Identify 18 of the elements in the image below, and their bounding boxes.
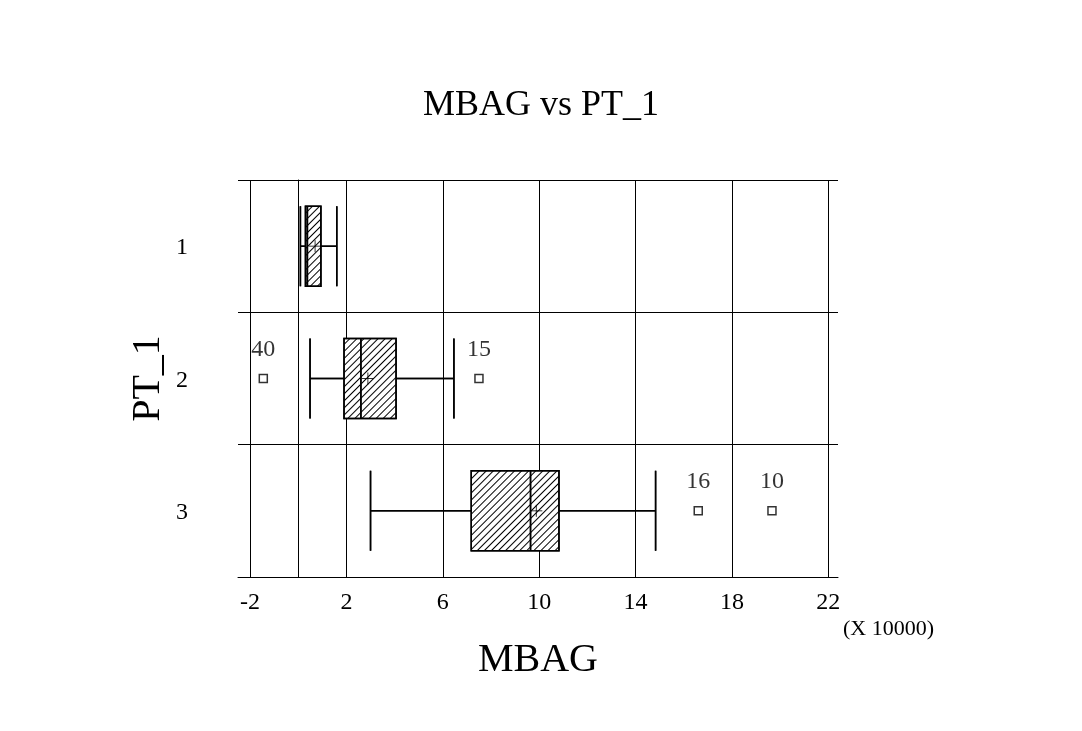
y-axis-title: PT_1 [122,335,168,422]
chart-title: MBAG vs PT_1 [422,83,660,123]
x-tick-label: 18 [719,588,744,614]
annotation: 16 [686,467,711,494]
x-tick-label: 2 [340,588,353,614]
annotation: 15 [466,334,491,361]
annotation: 40 [251,334,276,361]
x-tick-label: 6 [436,588,449,614]
x-axis-title: MBAG [477,634,599,680]
x-tick-label: -2 [240,588,261,614]
y-tick-label: 1 [176,233,188,260]
x-tick-label: 10 [527,588,552,614]
annotation: 10 [759,467,784,494]
y-tick-label: 3 [176,497,188,524]
x-tick-label: 22 [816,588,841,614]
x-tick-label: 14 [623,588,648,614]
y-tick-label: 2 [176,365,188,392]
text: (X 10000) [842,614,935,640]
